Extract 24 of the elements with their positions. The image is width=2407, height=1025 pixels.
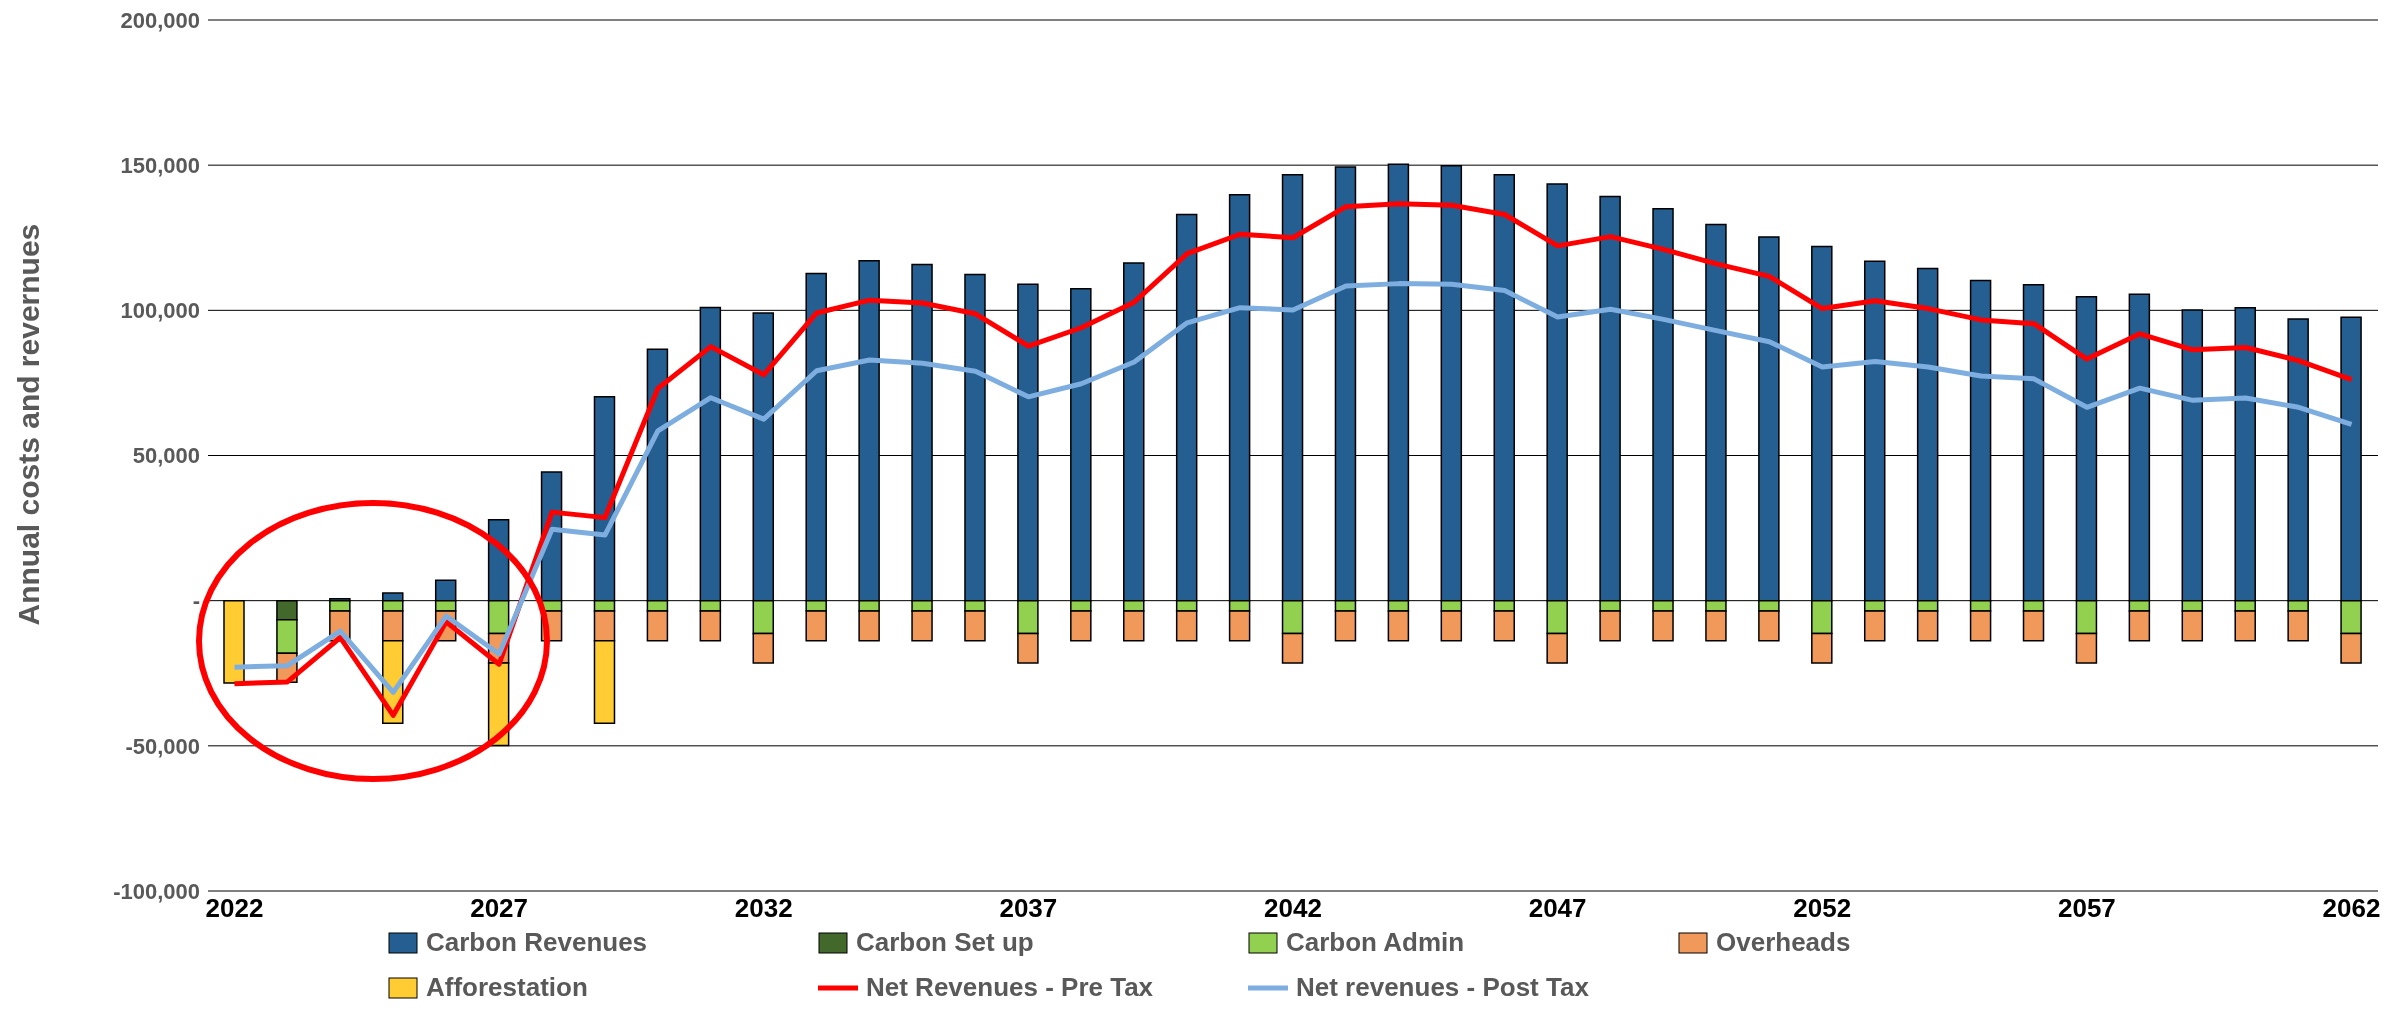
y-tick-label: 200,000 [120,7,200,33]
legend-label: Carbon Admin [1286,927,1465,958]
y-tick-label: 100,000 [120,298,200,324]
x-tick-label: 2047 [1528,893,1587,924]
x-tick-label: 2062 [2322,893,2381,924]
x-tick-label: 2022 [205,893,264,924]
legend-label: Net Revenues - Pre Tax [866,972,1154,1003]
y-tick-label: 50,000 [132,443,200,469]
x-tick-label: 2037 [999,893,1058,924]
x-tick-label: 2052 [1793,893,1852,924]
legend-label: Afforestation [426,972,588,1003]
x-tick-label: 2057 [2057,893,2116,924]
x-tick-label: 2042 [1264,893,1322,924]
y-tick-label: 150,000 [120,152,200,178]
legend-label: Carbon Revenues [426,927,648,958]
x-tick-label: 2032 [734,893,793,924]
y-tick-label: - [192,588,200,614]
legend-label: Overheads [1716,927,1851,958]
legend-label: Net revenues - Post Tax [1296,972,1589,1003]
y-tick-label: -100,000 [113,878,200,904]
legend-label: Carbon Set up [856,927,1034,958]
y-tick-label: -50,000 [125,733,200,759]
y-axis-title: Annual costs and revernues [11,223,45,626]
x-tick-label: 2027 [470,893,529,924]
